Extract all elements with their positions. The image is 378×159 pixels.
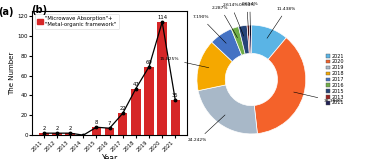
Wedge shape <box>198 85 257 134</box>
Text: 69: 69 <box>146 60 152 65</box>
Text: 2.614%: 2.614% <box>223 3 244 36</box>
Wedge shape <box>197 42 232 91</box>
Text: (b): (b) <box>31 5 47 15</box>
Text: 0.654%: 0.654% <box>242 2 258 35</box>
Wedge shape <box>249 25 251 53</box>
Text: 38.384%: 38.384% <box>294 92 342 103</box>
Text: 22: 22 <box>119 106 126 111</box>
Text: 0.654%: 0.654% <box>239 3 255 35</box>
Text: 7.190%: 7.190% <box>193 15 226 43</box>
Bar <box>105 128 115 135</box>
Text: 2: 2 <box>55 126 59 131</box>
Text: 2.287%: 2.287% <box>212 6 237 38</box>
Wedge shape <box>254 38 306 134</box>
Text: 2: 2 <box>68 126 72 131</box>
Wedge shape <box>251 25 286 59</box>
Bar <box>158 22 167 135</box>
Text: 11.438%: 11.438% <box>267 7 296 38</box>
Bar <box>144 67 154 135</box>
Legend: "Microwave Absorption"+
"Metal-organic framework": "Microwave Absorption"+ "Metal-organic f… <box>35 14 119 29</box>
Text: 47: 47 <box>133 82 139 86</box>
Wedge shape <box>212 29 242 62</box>
Text: 114: 114 <box>157 15 167 20</box>
Bar <box>118 113 127 135</box>
Text: 7: 7 <box>108 121 111 126</box>
Text: 8: 8 <box>95 120 98 125</box>
Text: 35: 35 <box>172 93 179 98</box>
Text: 24.242%: 24.242% <box>188 115 225 142</box>
Wedge shape <box>231 27 245 55</box>
Wedge shape <box>247 25 250 53</box>
Legend: 2021, 2020, 2019, 2018, 2017, 2016, 2015, 2013, 2011: 2021, 2020, 2019, 2018, 2017, 2016, 2015… <box>325 52 346 107</box>
Bar <box>131 89 141 135</box>
Text: 2: 2 <box>42 126 46 131</box>
Bar <box>92 127 101 135</box>
Bar <box>52 133 62 135</box>
Text: (a): (a) <box>0 7 14 17</box>
Bar <box>170 100 180 135</box>
Bar <box>39 133 49 135</box>
X-axis label: Year: Year <box>102 154 118 159</box>
Text: 15.825%: 15.825% <box>160 57 209 68</box>
Y-axis label: The Number: The Number <box>9 52 15 95</box>
Bar <box>65 133 75 135</box>
Wedge shape <box>239 25 249 54</box>
